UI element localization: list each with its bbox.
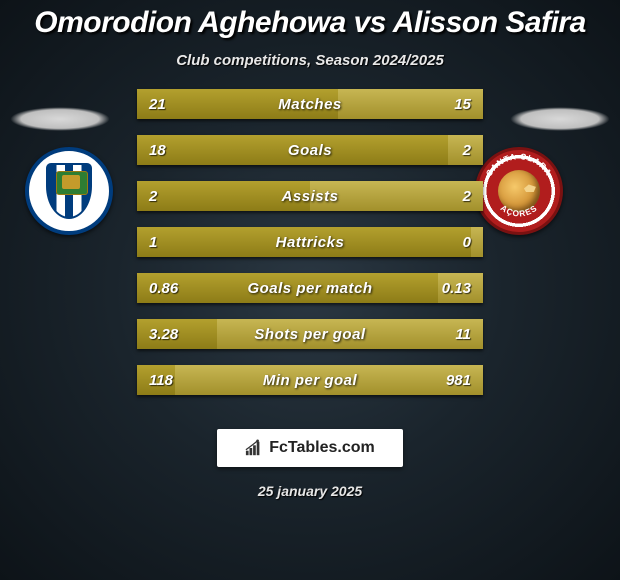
- stat-bar-left: 21: [137, 89, 338, 119]
- stat-value-right: 2: [463, 142, 471, 159]
- fctables-logo-icon: [245, 439, 263, 457]
- stat-bar-right: 981: [175, 365, 483, 395]
- stat-bars: 2115Matches182Goals22Assists10Hattricks0…: [137, 89, 483, 411]
- player-right-area: SANTA CLARA AÇORES: [500, 89, 620, 419]
- crest-ring-text: SANTA CLARA AÇORES: [478, 150, 560, 232]
- stat-bar-left: 3.28: [137, 319, 217, 349]
- crest-ring-bottom: AÇORES: [499, 203, 539, 219]
- stat-bar-left: 18: [137, 135, 448, 165]
- stat-row: 0.860.13Goals per match: [137, 273, 483, 303]
- stat-row: 2115Matches: [137, 89, 483, 119]
- page-subtitle: Club competitions, Season 2024/2025: [0, 52, 620, 69]
- stat-value-right: 15: [454, 96, 471, 113]
- stat-value-left: 118: [149, 372, 173, 389]
- player-left-area: [0, 89, 120, 419]
- stat-bar-right: 15: [338, 89, 483, 119]
- stat-bar-right: 2: [310, 181, 483, 211]
- stat-value-right: 2: [463, 188, 471, 205]
- stat-bar-left: 2: [137, 181, 310, 211]
- stat-value-left: 3.28: [149, 326, 178, 343]
- player-right-shadow: [510, 107, 610, 131]
- stat-value-left: 21: [149, 96, 166, 113]
- stat-row: 182Goals: [137, 135, 483, 165]
- stat-value-right: 0: [463, 234, 471, 251]
- footer-badge[interactable]: FcTables.com: [217, 429, 403, 467]
- stat-value-right: 0.13: [442, 280, 471, 297]
- player-left-shadow: [10, 107, 110, 131]
- stat-value-right: 11: [455, 326, 471, 343]
- crest-ring-top: SANTA CLARA: [484, 151, 554, 178]
- comparison-stage: SANTA CLARA AÇORES 2115Matches182Goals22…: [0, 89, 620, 419]
- stat-value-left: 2: [149, 188, 157, 205]
- stat-value-left: 0.86: [149, 280, 178, 297]
- svg-text:SANTA CLARA: SANTA CLARA: [484, 151, 554, 178]
- club-crest-right: SANTA CLARA AÇORES: [475, 147, 563, 235]
- stat-row: 22Assists: [137, 181, 483, 211]
- stat-bar-right: 11: [217, 319, 483, 349]
- stat-row: 3.2811Shots per goal: [137, 319, 483, 349]
- stat-bar-right: 2: [448, 135, 483, 165]
- stat-row: 118981Min per goal: [137, 365, 483, 395]
- page-title: Omorodion Aghehowa vs Alisson Safira: [0, 0, 620, 40]
- stat-bar-right: 0.13: [438, 273, 483, 303]
- stat-bar-left: 1: [137, 227, 471, 257]
- porto-shield-icon: [46, 163, 92, 219]
- stat-bar-left: 0.86: [137, 273, 438, 303]
- stat-value-left: 18: [149, 142, 166, 159]
- stat-bar-right: 0: [471, 227, 483, 257]
- footer-label: FcTables.com: [269, 439, 375, 457]
- date-label: 25 january 2025: [0, 483, 620, 499]
- svg-text:AÇORES: AÇORES: [499, 203, 539, 219]
- club-crest-left: [25, 147, 113, 235]
- stat-row: 10Hattricks: [137, 227, 483, 257]
- stat-value-right: 981: [446, 372, 471, 389]
- stat-bar-left: 118: [137, 365, 175, 395]
- stat-value-left: 1: [149, 234, 157, 251]
